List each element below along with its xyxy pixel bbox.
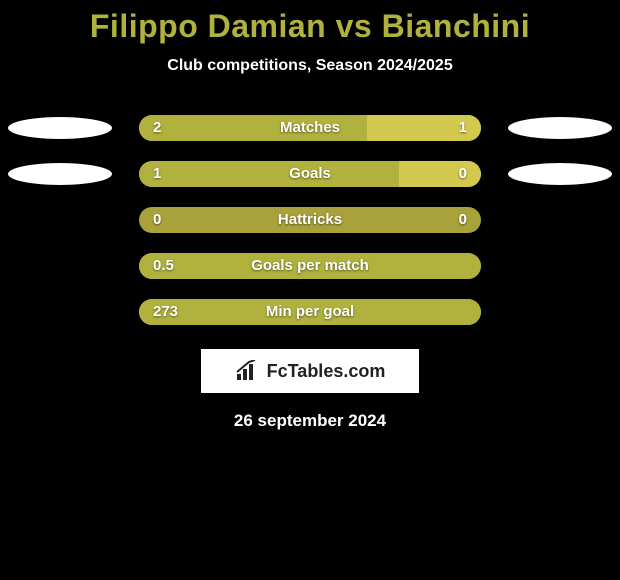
bar-left-fill	[139, 161, 399, 187]
stat-row: 0.5Goals per match	[0, 253, 620, 279]
stat-bar: 21Matches	[139, 115, 481, 141]
stats-infographic: Filippo Damian vs Bianchini Club competi…	[0, 0, 620, 431]
stats-rows: 21Matches10Goals00Hattricks0.5Goals per …	[0, 115, 620, 325]
player-right-ellipse	[508, 117, 612, 139]
player-right-ellipse	[508, 163, 612, 185]
stat-right-value: 0	[459, 207, 467, 233]
bar-left-fill	[139, 299, 481, 325]
date-line: 26 september 2024	[0, 411, 620, 431]
stat-row: 273Min per goal	[0, 299, 620, 325]
stat-right-value: 1	[459, 115, 467, 141]
page-title: Filippo Damian vs Bianchini	[0, 8, 620, 45]
stat-left-value: 1	[153, 161, 161, 187]
stat-left-value: 2	[153, 115, 161, 141]
stat-bar: 273Min per goal	[139, 299, 481, 325]
stat-row: 21Matches	[0, 115, 620, 141]
logo-text: FcTables.com	[267, 361, 386, 382]
stat-row: 10Goals	[0, 161, 620, 187]
stat-row: 00Hattricks	[0, 207, 620, 233]
bar-left-fill	[139, 115, 367, 141]
bar-right-fill	[399, 161, 481, 187]
stat-bar: 10Goals	[139, 161, 481, 187]
subtitle: Club competitions, Season 2024/2025	[0, 57, 620, 75]
player-left-ellipse	[8, 163, 112, 185]
stat-left-value: 0	[153, 207, 161, 233]
bar-chart-icon	[235, 360, 261, 382]
stat-bar: 00Hattricks	[139, 207, 481, 233]
bar-background	[139, 207, 481, 233]
stat-right-value: 0	[459, 161, 467, 187]
stat-bar: 0.5Goals per match	[139, 253, 481, 279]
bar-left-fill	[139, 253, 481, 279]
player-left-ellipse	[8, 117, 112, 139]
stat-left-value: 0.5	[153, 253, 174, 279]
stat-left-value: 273	[153, 299, 178, 325]
logo-box: FcTables.com	[201, 349, 419, 393]
